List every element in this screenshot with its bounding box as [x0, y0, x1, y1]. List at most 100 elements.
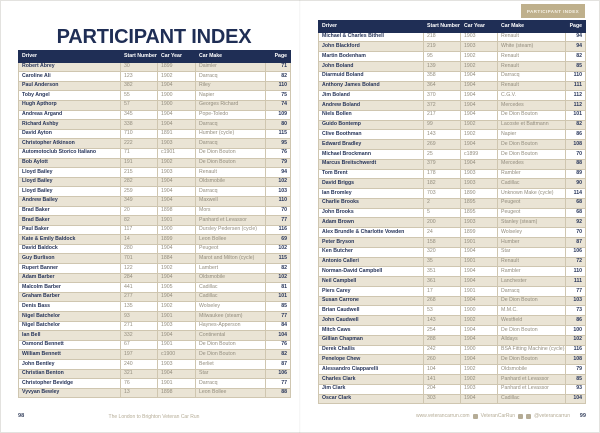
car-year-cell: 1895 — [460, 207, 498, 219]
page-cell: 102 — [265, 243, 291, 255]
car-year-cell: 1903 — [157, 359, 196, 370]
car-year-cell: 1904 — [460, 276, 498, 287]
car-year-cell: 1904 — [157, 368, 196, 380]
car-make-cell: Daimler — [195, 61, 266, 73]
page-cell: 116 — [565, 344, 586, 356]
car-year-cell: 1904 — [460, 80, 498, 92]
footer-center-text: The London to Brighton Veteran Car Run — [108, 414, 200, 420]
facebook-label: VeteranCarRun — [480, 413, 516, 419]
driver-cell: Paul Baker — [18, 224, 121, 236]
table-row: Malcolm Barber 441 1905 Cadillac 81 — [18, 282, 291, 293]
start-number-cell: 218 — [423, 31, 461, 43]
car-make-cell: Darracq — [195, 71, 266, 82]
page-cell: 114 — [565, 188, 586, 199]
driver-cell: David Baldock — [18, 243, 121, 255]
car-make-cell: Renault — [497, 31, 566, 43]
page-cell: 104 — [265, 330, 291, 341]
start-number-cell: 20 — [120, 205, 158, 217]
start-number-cell: 71 — [120, 147, 158, 159]
table-row: Toby Angel 55 1900 Napier 75 — [18, 90, 291, 101]
driver-cell: Adam Brown — [318, 217, 424, 229]
car-make-cell: Renault — [497, 256, 566, 268]
driver-cell: Brad Baker — [18, 215, 121, 226]
table-row: Rupert Banner 122 1902 Lambert 82 — [18, 263, 291, 274]
page-cell: 74 — [265, 99, 291, 111]
car-year-cell: 1903 — [157, 320, 196, 332]
column-header: Driver — [318, 20, 424, 33]
driver-cell: Lloyd Bailey — [18, 167, 121, 178]
table-row: Norman-David Campbell 351 1904 Rambler 1… — [318, 266, 586, 278]
start-number-cell: 332 — [120, 330, 158, 341]
car-make-cell: Continental — [195, 330, 266, 341]
page-cell: 87 — [565, 237, 586, 248]
driver-cell: David Briggs — [318, 178, 424, 190]
page-cell: 84 — [265, 320, 291, 332]
table-row: Ian Bromley 703 1890 Unknown Make (cycle… — [318, 188, 586, 199]
page-cell: 77 — [565, 285, 586, 297]
table-row: Peter Bryson 158 1901 Humber 87 — [318, 237, 586, 248]
car-year-cell: 1904 — [460, 325, 498, 336]
driver-cell: Graham Barber — [18, 291, 121, 303]
car-make-cell: BSA Fitting Machine (cycle) — [497, 344, 566, 356]
table-row: Oscar Clark 303 1904 Cadillac 104 — [318, 393, 586, 405]
driver-cell: Andrew Bailey — [18, 195, 121, 207]
driver-cell: Brad Baker — [18, 205, 121, 217]
page-cell: 73 — [565, 305, 586, 317]
car-make-cell: Mors — [195, 205, 266, 217]
driver-cell: Caroline Ali — [18, 71, 121, 82]
start-number-cell: 158 — [423, 237, 461, 248]
start-number-cell: 361 — [423, 276, 461, 287]
car-year-cell: 1901 — [157, 378, 196, 389]
car-year-cell: 1903 — [157, 138, 196, 149]
website-link: www.veterancarrun.com — [415, 413, 470, 419]
car-make-cell: Westfield — [497, 315, 566, 327]
car-year-cell: 1901 — [157, 339, 196, 351]
start-number-cell: 370 — [423, 90, 461, 102]
car-year-cell: 1903 — [460, 41, 498, 53]
driver-cell: Adam Barber — [18, 272, 121, 284]
driver-cell: Ian Bell — [18, 330, 121, 341]
car-year-cell: 1899 — [157, 61, 196, 73]
driver-cell: Marcus Breitschwerdt — [318, 158, 424, 170]
table-row: David Baldock 280 1904 Peugeot 102 — [18, 243, 291, 255]
table-row: Andrew Bailey 349 1904 Maxwell 110 — [18, 195, 291, 207]
start-number-cell: 95 — [423, 51, 461, 62]
start-number-cell: 345 — [120, 109, 158, 121]
driver-cell: Vyvyan Bewley — [18, 387, 121, 399]
page-cell: 89 — [565, 168, 586, 180]
start-number-cell: 13 — [120, 387, 158, 399]
page-cell: 82 — [265, 349, 291, 360]
table-row: Ken Butcher 320 1904 Star 106 — [318, 246, 586, 258]
page-cell: 87 — [265, 359, 291, 370]
page-cell: 79 — [265, 157, 291, 169]
driver-cell: Clive Boothman — [318, 129, 424, 141]
page-cell: 110 — [565, 70, 586, 82]
car-make-cell: Star — [497, 246, 566, 258]
page-cell: 108 — [565, 354, 586, 366]
page-cell: 88 — [265, 387, 291, 399]
start-number-cell: 288 — [423, 334, 461, 346]
driver-cell: John Boland — [318, 60, 424, 72]
table-row: Diarmuid Boland 358 1904 Darracq 110 — [318, 70, 586, 82]
driver-cell: Michael Brockmann — [318, 148, 424, 160]
car-make-cell: Lambert — [195, 263, 266, 274]
table-row: Mitch Caws 254 1904 De Dion Bouton 100 — [318, 325, 586, 336]
car-year-cell: 1903 — [460, 31, 498, 43]
driver-cell: Christopher Atkinson — [18, 138, 121, 149]
start-number-cell: 338 — [120, 119, 158, 130]
page-cell: 71 — [265, 61, 291, 73]
car-year-cell: 1901 — [157, 215, 196, 226]
driver-cell: Lloyd Bailey — [18, 176, 121, 188]
start-number-cell: 710 — [120, 128, 158, 140]
page-cell: 82 — [565, 51, 586, 62]
start-number-cell: 143 — [423, 315, 461, 327]
start-number-cell: 25 — [423, 148, 461, 160]
table-row: Martin Bodenham 95 1902 Renault 82 — [318, 51, 586, 62]
car-make-cell: Cadillac — [195, 291, 266, 303]
start-number-cell: 321 — [120, 368, 158, 380]
car-make-cell: De Dion Bouton — [497, 325, 566, 336]
start-number-cell: 269 — [423, 139, 461, 150]
driver-cell: Tom Brent — [318, 168, 424, 180]
table-row: Caroline Ali 123 1902 Darracq 82 — [18, 71, 291, 82]
car-make-cell: Peugeot — [497, 207, 566, 219]
